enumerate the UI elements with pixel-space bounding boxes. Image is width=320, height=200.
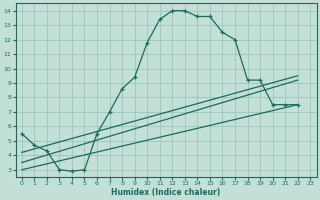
X-axis label: Humidex (Indice chaleur): Humidex (Indice chaleur) — [111, 188, 221, 197]
